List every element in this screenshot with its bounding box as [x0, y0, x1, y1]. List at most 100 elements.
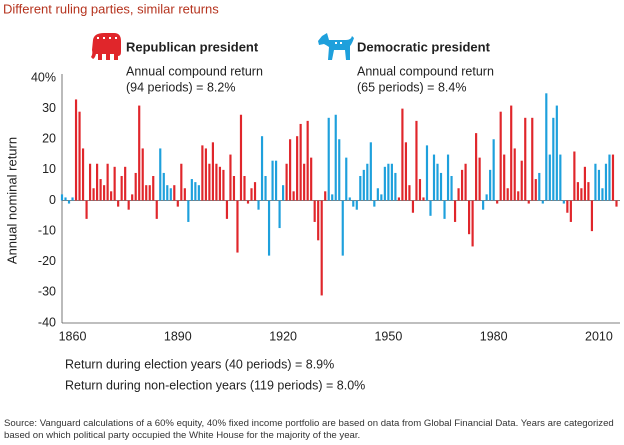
x-tick-label: 1920 — [269, 329, 297, 343]
y-tick-label: -30 — [38, 285, 56, 299]
bar — [260, 136, 264, 201]
bar — [292, 191, 295, 201]
bar — [215, 163, 218, 201]
legend-label: Democratic president — [357, 39, 491, 54]
bar — [376, 188, 379, 201]
bar — [271, 160, 274, 201]
y-axis-label: Annual nominal return — [4, 137, 19, 264]
bar — [274, 160, 278, 201]
x-tick-label: 1950 — [374, 329, 402, 343]
x-tick-label: 1980 — [480, 329, 508, 343]
bar — [506, 188, 509, 201]
bar — [559, 154, 562, 201]
bar — [443, 200, 446, 219]
annotation: Annual compound return — [126, 64, 263, 78]
bar — [155, 200, 158, 219]
bar — [594, 163, 597, 201]
bar — [355, 200, 358, 210]
bar — [524, 117, 527, 201]
bar — [460, 169, 464, 201]
y-tick-label: -40 — [38, 315, 56, 329]
bar — [411, 200, 415, 213]
bar — [131, 194, 134, 201]
bar — [366, 163, 369, 201]
bar — [148, 185, 151, 201]
bar — [534, 179, 537, 201]
bar — [338, 139, 341, 201]
annotation: (94 periods) = 8.2% — [126, 80, 235, 94]
bar — [81, 148, 85, 201]
bar — [562, 200, 565, 204]
bar — [468, 200, 471, 235]
bar — [303, 163, 306, 201]
bar — [415, 120, 418, 201]
bar — [99, 179, 102, 201]
bar — [64, 197, 67, 201]
bar — [313, 200, 316, 222]
bar — [225, 200, 229, 219]
bar — [373, 200, 376, 207]
bar — [218, 166, 222, 201]
bar — [499, 111, 502, 201]
note: Return during non-election years (119 pe… — [65, 378, 365, 392]
bar — [345, 157, 348, 201]
note: Return during election years (40 periods… — [65, 357, 334, 371]
bar — [113, 166, 116, 201]
bar — [162, 172, 165, 201]
bar — [124, 166, 127, 201]
bar — [278, 200, 281, 229]
bar — [580, 188, 583, 201]
bar — [243, 176, 246, 201]
chart-title: Different ruling parties, similar return… — [3, 1, 219, 16]
bar — [429, 200, 432, 216]
bar — [264, 176, 267, 201]
bar — [88, 163, 92, 201]
bar — [383, 166, 386, 201]
bar — [145, 185, 148, 201]
y-tick-label: 40% — [31, 70, 56, 84]
y-tick-label: 0 — [49, 193, 56, 207]
bar — [362, 169, 365, 201]
y-tick-label: -10 — [38, 223, 56, 237]
bar — [496, 200, 499, 204]
bar — [67, 200, 71, 204]
bar — [96, 163, 99, 201]
bar — [408, 185, 411, 201]
bar — [141, 148, 144, 201]
bar — [173, 185, 176, 201]
bar — [590, 200, 594, 232]
bar — [390, 163, 393, 201]
bar — [555, 105, 558, 201]
bar — [583, 166, 586, 201]
bar — [450, 176, 453, 201]
bar — [531, 117, 534, 201]
bar — [229, 154, 232, 201]
bar — [569, 200, 572, 222]
bar — [422, 197, 425, 201]
bar — [482, 200, 485, 210]
bar — [573, 151, 576, 201]
bar — [489, 169, 492, 201]
x-tick-label: 1890 — [164, 329, 192, 343]
bar — [134, 172, 137, 201]
bar — [453, 200, 457, 222]
bar — [404, 142, 408, 201]
bar — [611, 154, 615, 201]
bar — [401, 108, 404, 201]
bar — [190, 179, 193, 201]
bar — [127, 200, 130, 210]
bar — [464, 163, 467, 201]
bar — [289, 139, 292, 201]
bar — [503, 154, 506, 201]
bar — [194, 182, 197, 201]
bar — [387, 163, 390, 201]
bar — [446, 154, 450, 201]
elephant-icon — [91, 33, 121, 60]
donkey-icon — [318, 33, 354, 60]
x-tick-label: 2010 — [585, 329, 613, 343]
bar — [180, 163, 183, 201]
bar — [169, 188, 172, 201]
bar — [608, 154, 611, 201]
bar — [541, 200, 544, 204]
bar — [211, 142, 214, 201]
